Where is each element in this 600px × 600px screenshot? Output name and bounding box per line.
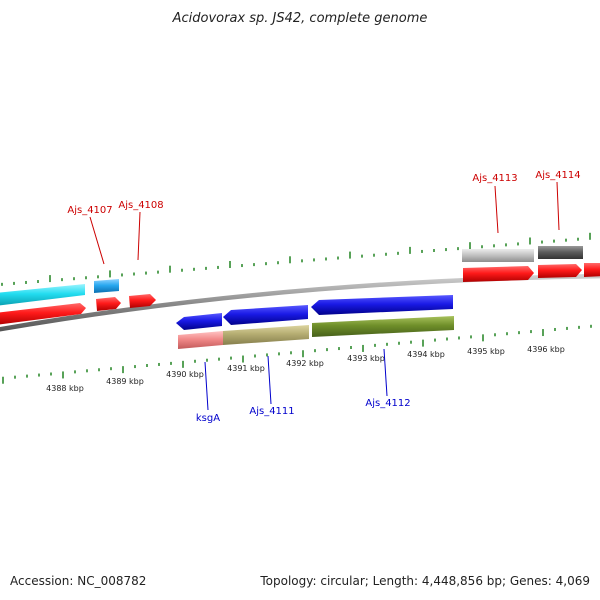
tick-label: 4389 kbp: [106, 377, 144, 386]
tick-labels: 4388 kbp 4389 kbp 4390 kbp 4391 kbp 4392 kbp…: [46, 345, 565, 393]
tick-label: 4396 kbp: [527, 345, 565, 354]
gene-label-ajs-4114[interactable]: Ajs_4114: [535, 170, 580, 181]
gene-labels: Ajs_4107 Ajs_4108 Ajs_4113 Ajs_4114 ksgA…: [67, 170, 580, 424]
gray-feature-4113[interactable]: [462, 249, 534, 262]
red-cds-right[interactable]: [584, 263, 600, 277]
bottom-ruler: [2, 324, 592, 384]
leader-ksga: [204, 361, 209, 411]
tick-label: 4394 kbp: [407, 350, 445, 359]
gene-label-ajs-4111[interactable]: Ajs_4111: [249, 406, 294, 417]
ajs-4111-cds[interactable]: [223, 305, 308, 325]
tick-label: 4392 kbp: [286, 359, 324, 368]
leader-ajs-4112: [383, 348, 388, 397]
leader-ajs-4114: [556, 181, 560, 231]
tick-label: 4393 kbp: [347, 354, 385, 363]
cyan-feature-left[interactable]: [0, 284, 85, 306]
leader-ajs-4111: [267, 355, 272, 405]
gene-label-ajs-4107[interactable]: Ajs_4107: [67, 205, 112, 216]
map-title: Acidovorax sp. JS42, complete genome: [172, 11, 428, 26]
ajs-4112-cds[interactable]: [311, 295, 453, 315]
accession-text: Accession: NC_008782: [10, 574, 146, 588]
khaki-feature[interactable]: [223, 325, 309, 345]
sky-feature[interactable]: [94, 279, 119, 293]
tick-label: 4388 kbp: [46, 384, 84, 393]
gene-label-ajs-4108[interactable]: Ajs_4108: [118, 200, 163, 211]
gene-label-ajs-4112[interactable]: Ajs_4112: [365, 398, 410, 409]
olive-feature[interactable]: [312, 316, 454, 337]
darkgray-feature-4114[interactable]: [538, 246, 583, 259]
leader-ajs-4107: [89, 216, 105, 265]
leader-ajs-4108: [137, 211, 141, 261]
leader-lines: [89, 181, 560, 411]
red-cds-left[interactable]: [0, 303, 86, 325]
gene-label-ksga[interactable]: ksgA: [196, 413, 220, 424]
leader-ajs-4113: [494, 185, 499, 234]
genome-backbone: [0, 273, 600, 332]
pink-feature[interactable]: [178, 331, 223, 349]
red-cds-4114[interactable]: [538, 264, 582, 278]
tick-label: 4390 kbp: [166, 370, 204, 379]
red-cds-4107[interactable]: [96, 297, 121, 311]
genome-summary-text: Topology: circular; Length: 4,448,856 bp…: [259, 574, 590, 588]
red-cds-4113[interactable]: [463, 266, 534, 282]
bottom-features: [176, 295, 454, 349]
ksgA-cds[interactable]: [176, 313, 222, 330]
tick-label: 4391 kbp: [227, 364, 265, 373]
top-ruler: [1, 232, 591, 286]
tick-label: 4395 kbp: [467, 347, 505, 356]
gene-label-ajs-4113[interactable]: Ajs_4113: [472, 173, 517, 184]
top-features: [0, 246, 600, 325]
red-cds-4108[interactable]: [129, 294, 156, 308]
